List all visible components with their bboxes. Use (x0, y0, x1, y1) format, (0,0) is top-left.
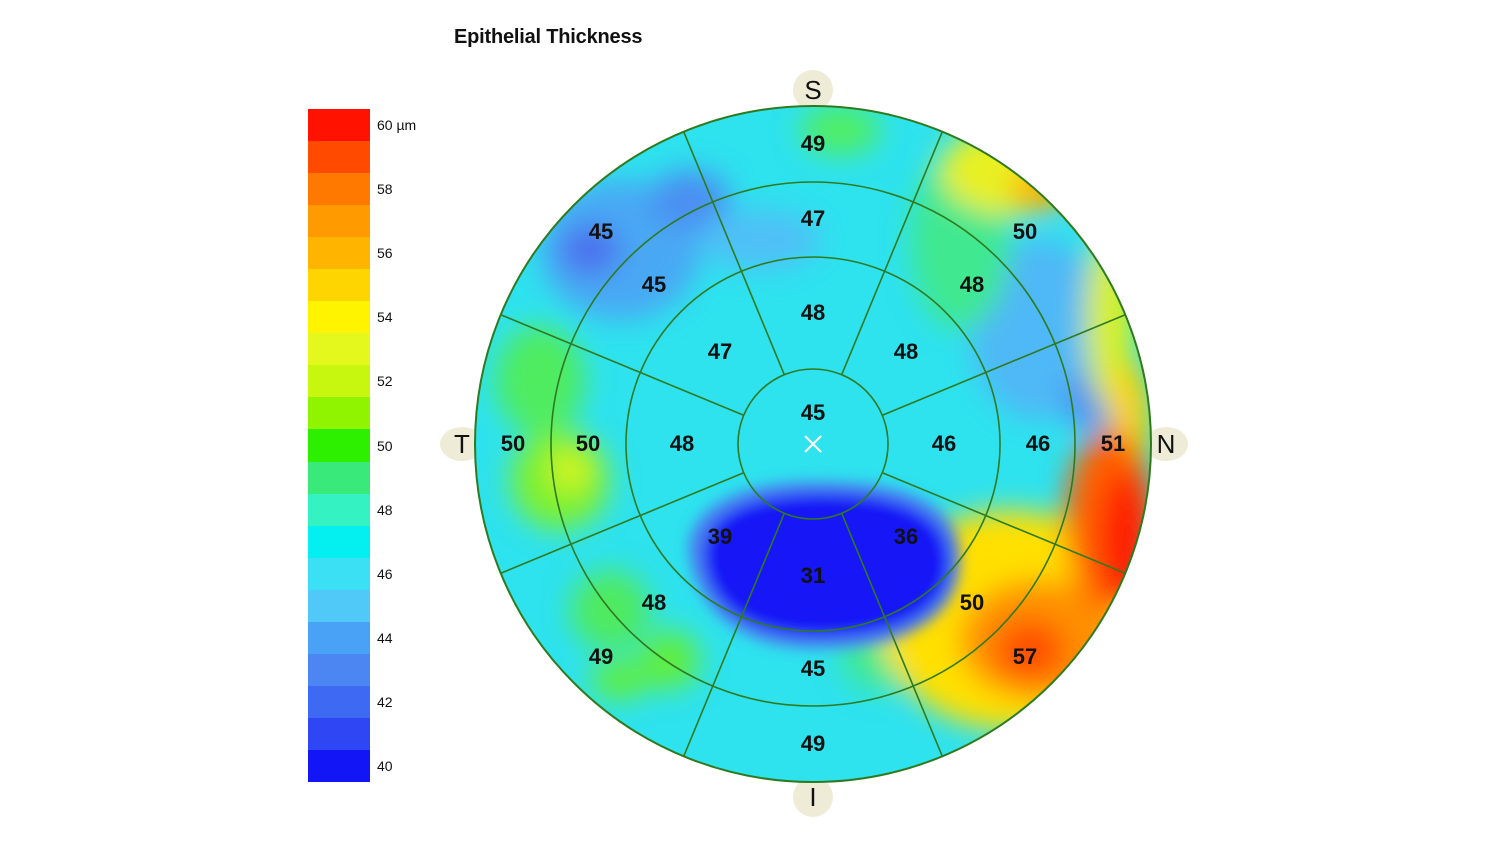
zone-middle-in-value: 50 (960, 590, 984, 615)
legend-band (308, 429, 370, 463)
map-title: Epithelial Thickness (454, 26, 643, 48)
zone-middle-s-value: 47 (801, 206, 825, 231)
legend-band (308, 525, 370, 559)
nasal-label: N (1157, 429, 1176, 459)
legend-band (308, 333, 370, 366)
sector-spoke (840, 512, 944, 757)
temporal-label: T (454, 429, 470, 459)
zone-inner-in-value: 36 (894, 524, 918, 549)
zone-center-value: 45 (801, 400, 825, 425)
zone-middle-n-value: 46 (1026, 431, 1050, 456)
nasal-label-bg (1144, 427, 1188, 461)
legend-band (308, 685, 370, 719)
legend-label: 44 (377, 629, 393, 646)
zone-middle-i-value: 45 (801, 656, 825, 681)
superior-label: S (804, 75, 821, 105)
zone-outer-sn-value: 50 (1013, 219, 1037, 244)
legend-label: 56 (377, 245, 393, 262)
zone-outer-st-value: 45 (589, 219, 613, 244)
sector-spoke (881, 471, 1126, 575)
legend-label: 42 (377, 693, 393, 710)
legend-label: 40 (377, 757, 393, 774)
zone-inner-t-value: 48 (670, 431, 694, 456)
zone-outer-s-value: 49 (801, 131, 825, 156)
sector-spoke (500, 313, 745, 417)
zone-outer-it-value: 49 (589, 644, 613, 669)
legend-label: 54 (377, 309, 393, 326)
legend-band (308, 749, 370, 783)
zone-middle-st-value: 45 (642, 272, 666, 297)
legend-band (308, 301, 370, 334)
legend-label: 48 (377, 501, 393, 518)
legend-band (308, 621, 370, 655)
zone-middle-sn-value: 48 (960, 272, 984, 297)
legend-label: 46 (377, 565, 393, 582)
zone-inner-sn-value: 48 (894, 339, 918, 364)
legend-band (308, 557, 370, 591)
legend-label-max: 60 µm (377, 117, 417, 134)
legend-band (308, 717, 370, 751)
legend-label: 52 (377, 373, 393, 390)
sector-spoke (500, 471, 745, 575)
superior-label-bg (793, 70, 833, 110)
sector-spoke (682, 512, 786, 757)
legend-band (308, 173, 370, 206)
center-cross-icon (804, 435, 822, 453)
legend-band (308, 141, 370, 174)
legend-label: 58 (377, 181, 393, 198)
inferior-label-bg (793, 777, 833, 817)
sector-spokes (500, 131, 1126, 757)
zone-outer-i-value: 49 (801, 731, 825, 756)
legend-label: 50 (377, 437, 393, 454)
zone-outer-n-value: 51 (1101, 431, 1125, 456)
sector-spoke (682, 131, 786, 376)
zone-inner-i-value: 31 (801, 563, 825, 588)
inferior-label: I (809, 782, 816, 812)
zone-inner-n-value: 46 (932, 431, 956, 456)
color-scale-legend (308, 109, 370, 783)
legend-band (308, 589, 370, 623)
sector-grid (474, 105, 1152, 783)
zone-middle-t-value: 50 (576, 431, 600, 456)
zone-inner-it-value: 39 (708, 524, 732, 549)
legend-band (308, 493, 370, 527)
legend-band (308, 109, 370, 142)
temporal-label-bg (440, 427, 484, 461)
sector-spoke (840, 131, 944, 376)
legend-band (308, 365, 370, 398)
zone-middle-it-value: 48 (642, 590, 666, 615)
legend-band (308, 461, 370, 495)
legend-band (308, 397, 370, 430)
legend-band (308, 205, 370, 238)
legend-band (308, 653, 370, 687)
zone-inner-s-value: 48 (801, 300, 825, 325)
legend-band (308, 269, 370, 302)
sector-spoke (881, 313, 1126, 417)
legend-band (308, 237, 370, 270)
zone-outer-in-value: 57 (1013, 644, 1037, 669)
zone-inner-st-value: 47 (708, 339, 732, 364)
zone-outer-t-value: 50 (501, 431, 525, 456)
